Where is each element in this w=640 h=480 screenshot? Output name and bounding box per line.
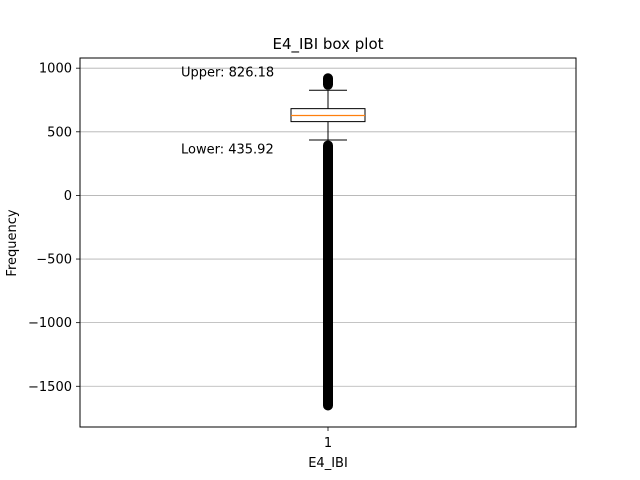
y-axis-label: Frequency [5,209,20,276]
outlier-markers [323,140,333,411]
x-axis: 1 [324,427,332,451]
y-tick-label: −1500 [28,380,72,395]
y-tick-label: −500 [36,253,72,268]
annotations: Upper: 826.18 Lower: 435.92 [181,65,274,157]
outlier-markers [323,73,333,90]
upper-annotation: Upper: 826.18 [181,65,274,80]
y-tick-label: 0 [64,189,72,204]
x-axis-label: E4_IBI [308,456,348,471]
x-tick-label: 1 [324,436,332,451]
box-plot-series [290,73,366,411]
y-tick-label: 1000 [39,62,72,77]
lower-annotation: Lower: 435.92 [181,142,274,157]
y-tick-label: −1000 [28,316,72,331]
chart-title: E4_IBI box plot [272,35,383,54]
y-axis: 1000 500 0 −500 −1000 −1500 [28,62,80,395]
y-tick-label: 500 [47,125,72,140]
